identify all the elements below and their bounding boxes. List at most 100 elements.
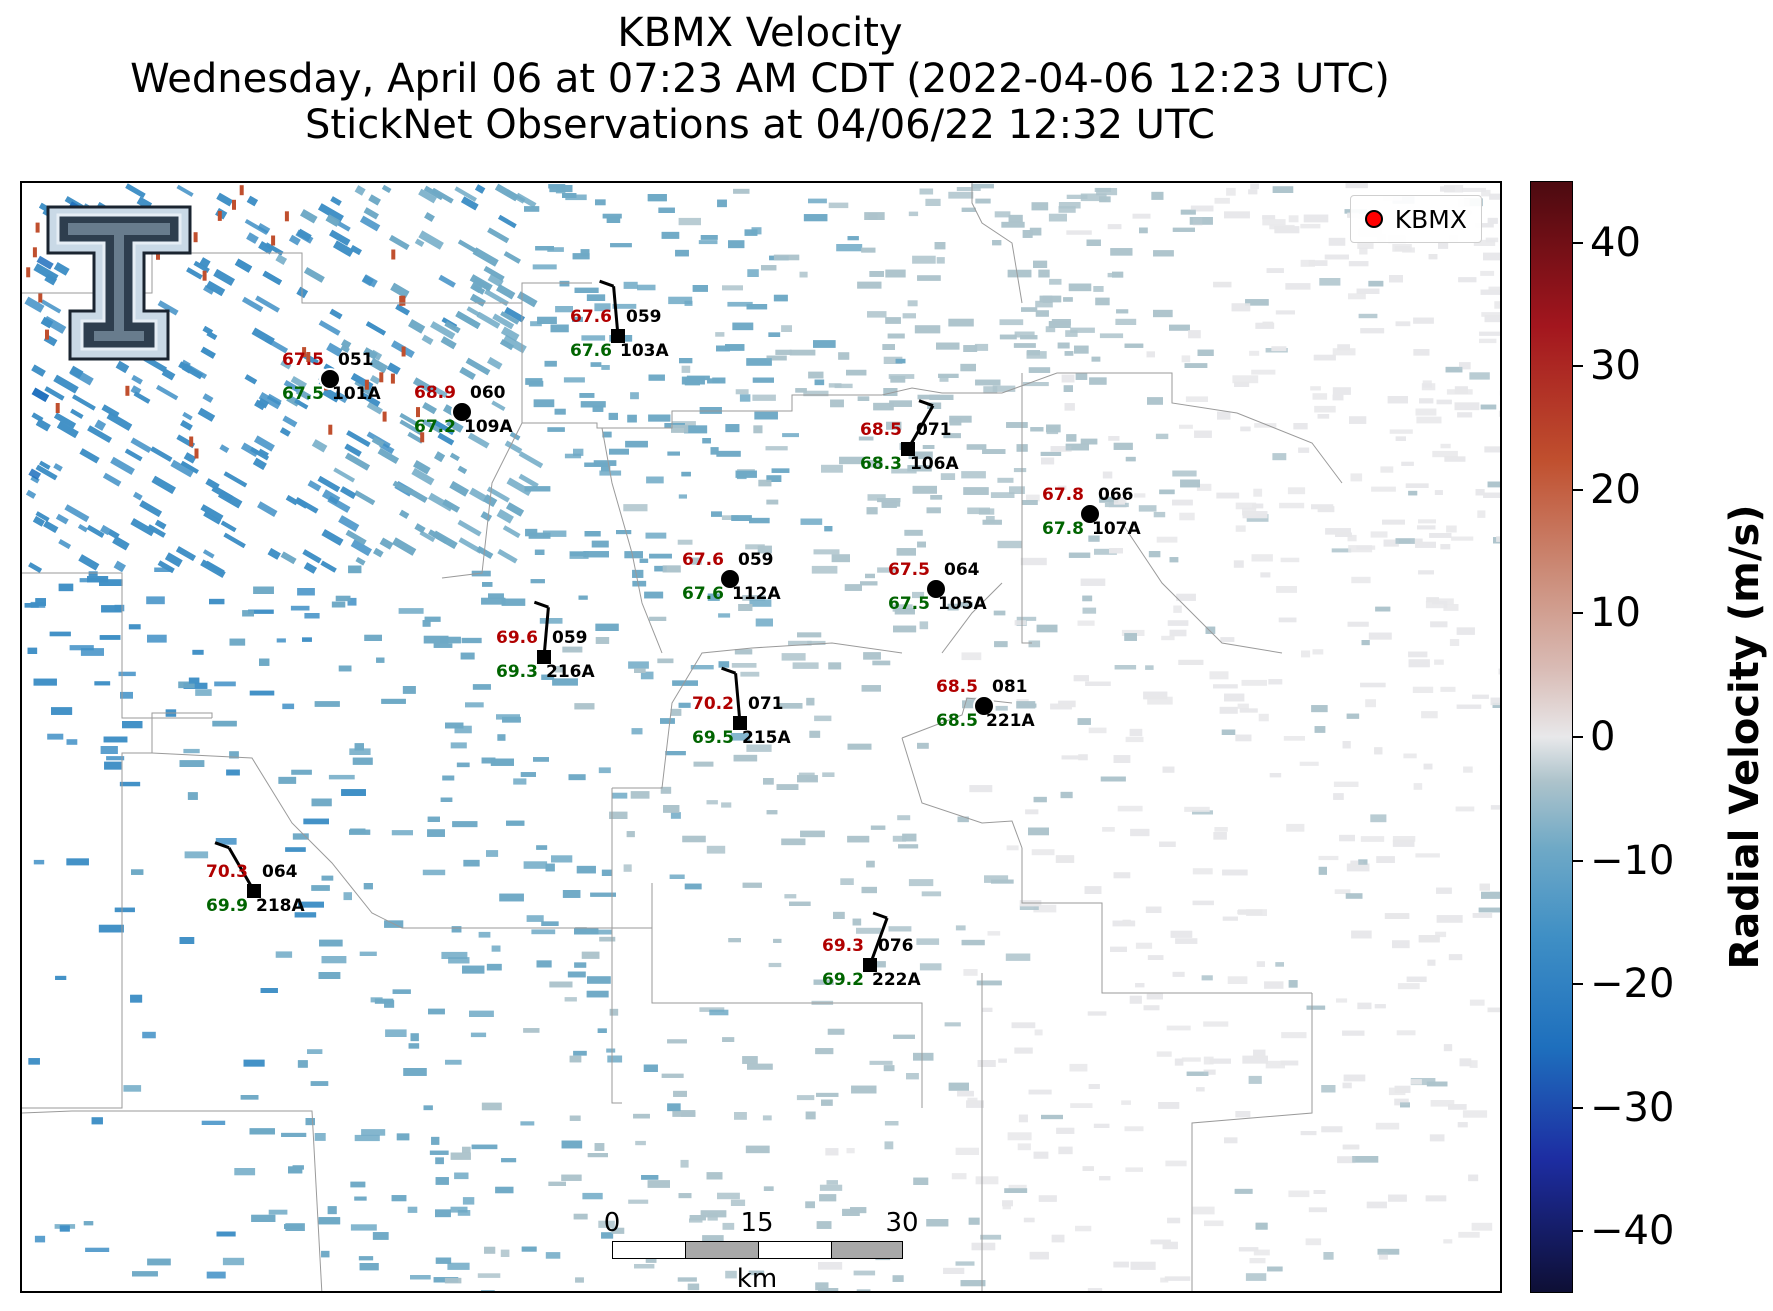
radar-gate bbox=[1033, 904, 1057, 913]
radar-gate bbox=[1360, 328, 1385, 334]
radar-gate bbox=[645, 532, 667, 539]
station-square-marker[interactable] bbox=[611, 329, 625, 343]
radar-gate bbox=[975, 1176, 999, 1185]
radar-gate bbox=[205, 478, 220, 491]
radar-gate bbox=[969, 785, 993, 793]
radar-gate bbox=[919, 188, 934, 195]
radar-gate bbox=[1058, 1146, 1073, 1155]
radar-gate bbox=[1203, 1021, 1229, 1027]
radar-gate bbox=[1145, 665, 1154, 670]
radar-gate bbox=[1394, 1098, 1409, 1106]
radar-gate bbox=[716, 450, 741, 457]
radar-gate bbox=[1242, 1055, 1268, 1064]
radar-gate bbox=[994, 211, 1011, 218]
radar-gate bbox=[500, 326, 520, 342]
radar-gate bbox=[998, 1058, 1007, 1063]
radar-gate bbox=[154, 519, 167, 530]
radar-gate bbox=[44, 386, 65, 401]
radar-gate bbox=[523, 1028, 540, 1033]
station-circle-marker[interactable] bbox=[719, 568, 741, 590]
radar-gate bbox=[354, 185, 366, 196]
radar-gate bbox=[311, 885, 330, 891]
station-circle-marker[interactable] bbox=[451, 401, 473, 423]
radar-gate bbox=[1425, 1195, 1447, 1202]
station-square-marker[interactable] bbox=[247, 884, 261, 898]
radar-gate bbox=[430, 385, 448, 398]
radar-gate bbox=[355, 557, 366, 566]
station-circle-marker[interactable] bbox=[973, 695, 995, 717]
station-circle-marker[interactable] bbox=[925, 578, 947, 600]
radar-gate bbox=[473, 277, 490, 290]
radar-gate bbox=[1443, 604, 1459, 611]
radar-gate bbox=[1440, 443, 1451, 449]
radar-gate bbox=[440, 636, 461, 644]
radar-gate bbox=[291, 769, 312, 775]
radar-gate bbox=[476, 311, 501, 329]
radar-gate bbox=[715, 332, 725, 337]
radar-gate bbox=[836, 244, 863, 252]
radar-gate bbox=[1096, 188, 1118, 196]
radar-gate bbox=[402, 686, 416, 694]
radar-gate bbox=[280, 551, 297, 565]
radar-gate bbox=[1179, 512, 1195, 521]
radar-gate bbox=[908, 211, 919, 217]
station-id: 105A bbox=[938, 594, 987, 614]
radar-gate bbox=[1028, 827, 1049, 836]
radar-gate bbox=[1017, 1143, 1031, 1151]
radar-gate bbox=[1265, 1060, 1285, 1069]
radar-gate bbox=[434, 451, 446, 463]
radar-gate bbox=[1122, 919, 1131, 926]
radar-gate bbox=[677, 1277, 697, 1282]
station-square-marker[interactable] bbox=[863, 958, 877, 972]
station-circle-marker[interactable] bbox=[319, 368, 341, 390]
radar-gate bbox=[1457, 412, 1473, 418]
county-line bbox=[901, 737, 1023, 849]
radar-gate bbox=[1147, 955, 1164, 960]
radar-gate bbox=[684, 300, 693, 306]
radar-gate bbox=[35, 222, 40, 233]
radar-gate bbox=[861, 886, 877, 894]
radar-gate bbox=[321, 1250, 330, 1258]
radar-gate bbox=[321, 529, 344, 546]
radar-gate bbox=[268, 1209, 288, 1215]
map-panel[interactable]: KBMX 67.5 051 67.5 101A 68.9 060 67.2 109A 67.6 0… bbox=[20, 181, 1502, 1293]
station-id: 109A bbox=[464, 417, 513, 437]
radar-gate bbox=[30, 475, 40, 484]
radar-gate bbox=[1375, 1122, 1400, 1130]
radar-gate bbox=[1068, 283, 1092, 292]
radar-gate bbox=[542, 530, 567, 537]
station-circle-marker[interactable] bbox=[1079, 503, 1101, 525]
radar-gate bbox=[707, 593, 720, 601]
radar-gate bbox=[681, 365, 691, 373]
radar-gate bbox=[267, 547, 281, 560]
radar-gate bbox=[917, 394, 940, 400]
radar-gate bbox=[186, 267, 203, 280]
radar-gate bbox=[504, 440, 523, 454]
station-square-marker[interactable] bbox=[733, 716, 747, 730]
radar-gate bbox=[599, 936, 616, 942]
radar-map bbox=[22, 183, 1500, 1291]
radar-gate bbox=[1299, 761, 1319, 766]
radar-gate bbox=[847, 236, 859, 241]
radar-gate bbox=[800, 518, 823, 525]
radar-gate bbox=[884, 1141, 894, 1150]
radar-gate bbox=[1238, 1247, 1259, 1252]
radar-gate bbox=[1348, 293, 1366, 300]
radar-gate bbox=[1196, 483, 1212, 491]
radar-gate bbox=[1232, 375, 1259, 384]
station-square-marker[interactable] bbox=[901, 442, 915, 456]
radar-gate bbox=[58, 583, 74, 592]
scale-segment bbox=[758, 1241, 832, 1259]
radar-gate bbox=[183, 452, 197, 464]
radar-gate bbox=[460, 652, 475, 660]
radar-gate bbox=[275, 951, 293, 958]
radar-gate bbox=[721, 802, 732, 808]
radar-gate bbox=[1342, 1082, 1352, 1089]
radar-gate bbox=[734, 649, 753, 655]
radar-gate bbox=[307, 1049, 323, 1054]
radar-gate bbox=[574, 962, 587, 968]
radar-gate bbox=[43, 520, 59, 534]
radar-gate bbox=[960, 1280, 986, 1287]
radar-gate bbox=[377, 447, 399, 464]
station-square-marker[interactable] bbox=[537, 650, 551, 664]
